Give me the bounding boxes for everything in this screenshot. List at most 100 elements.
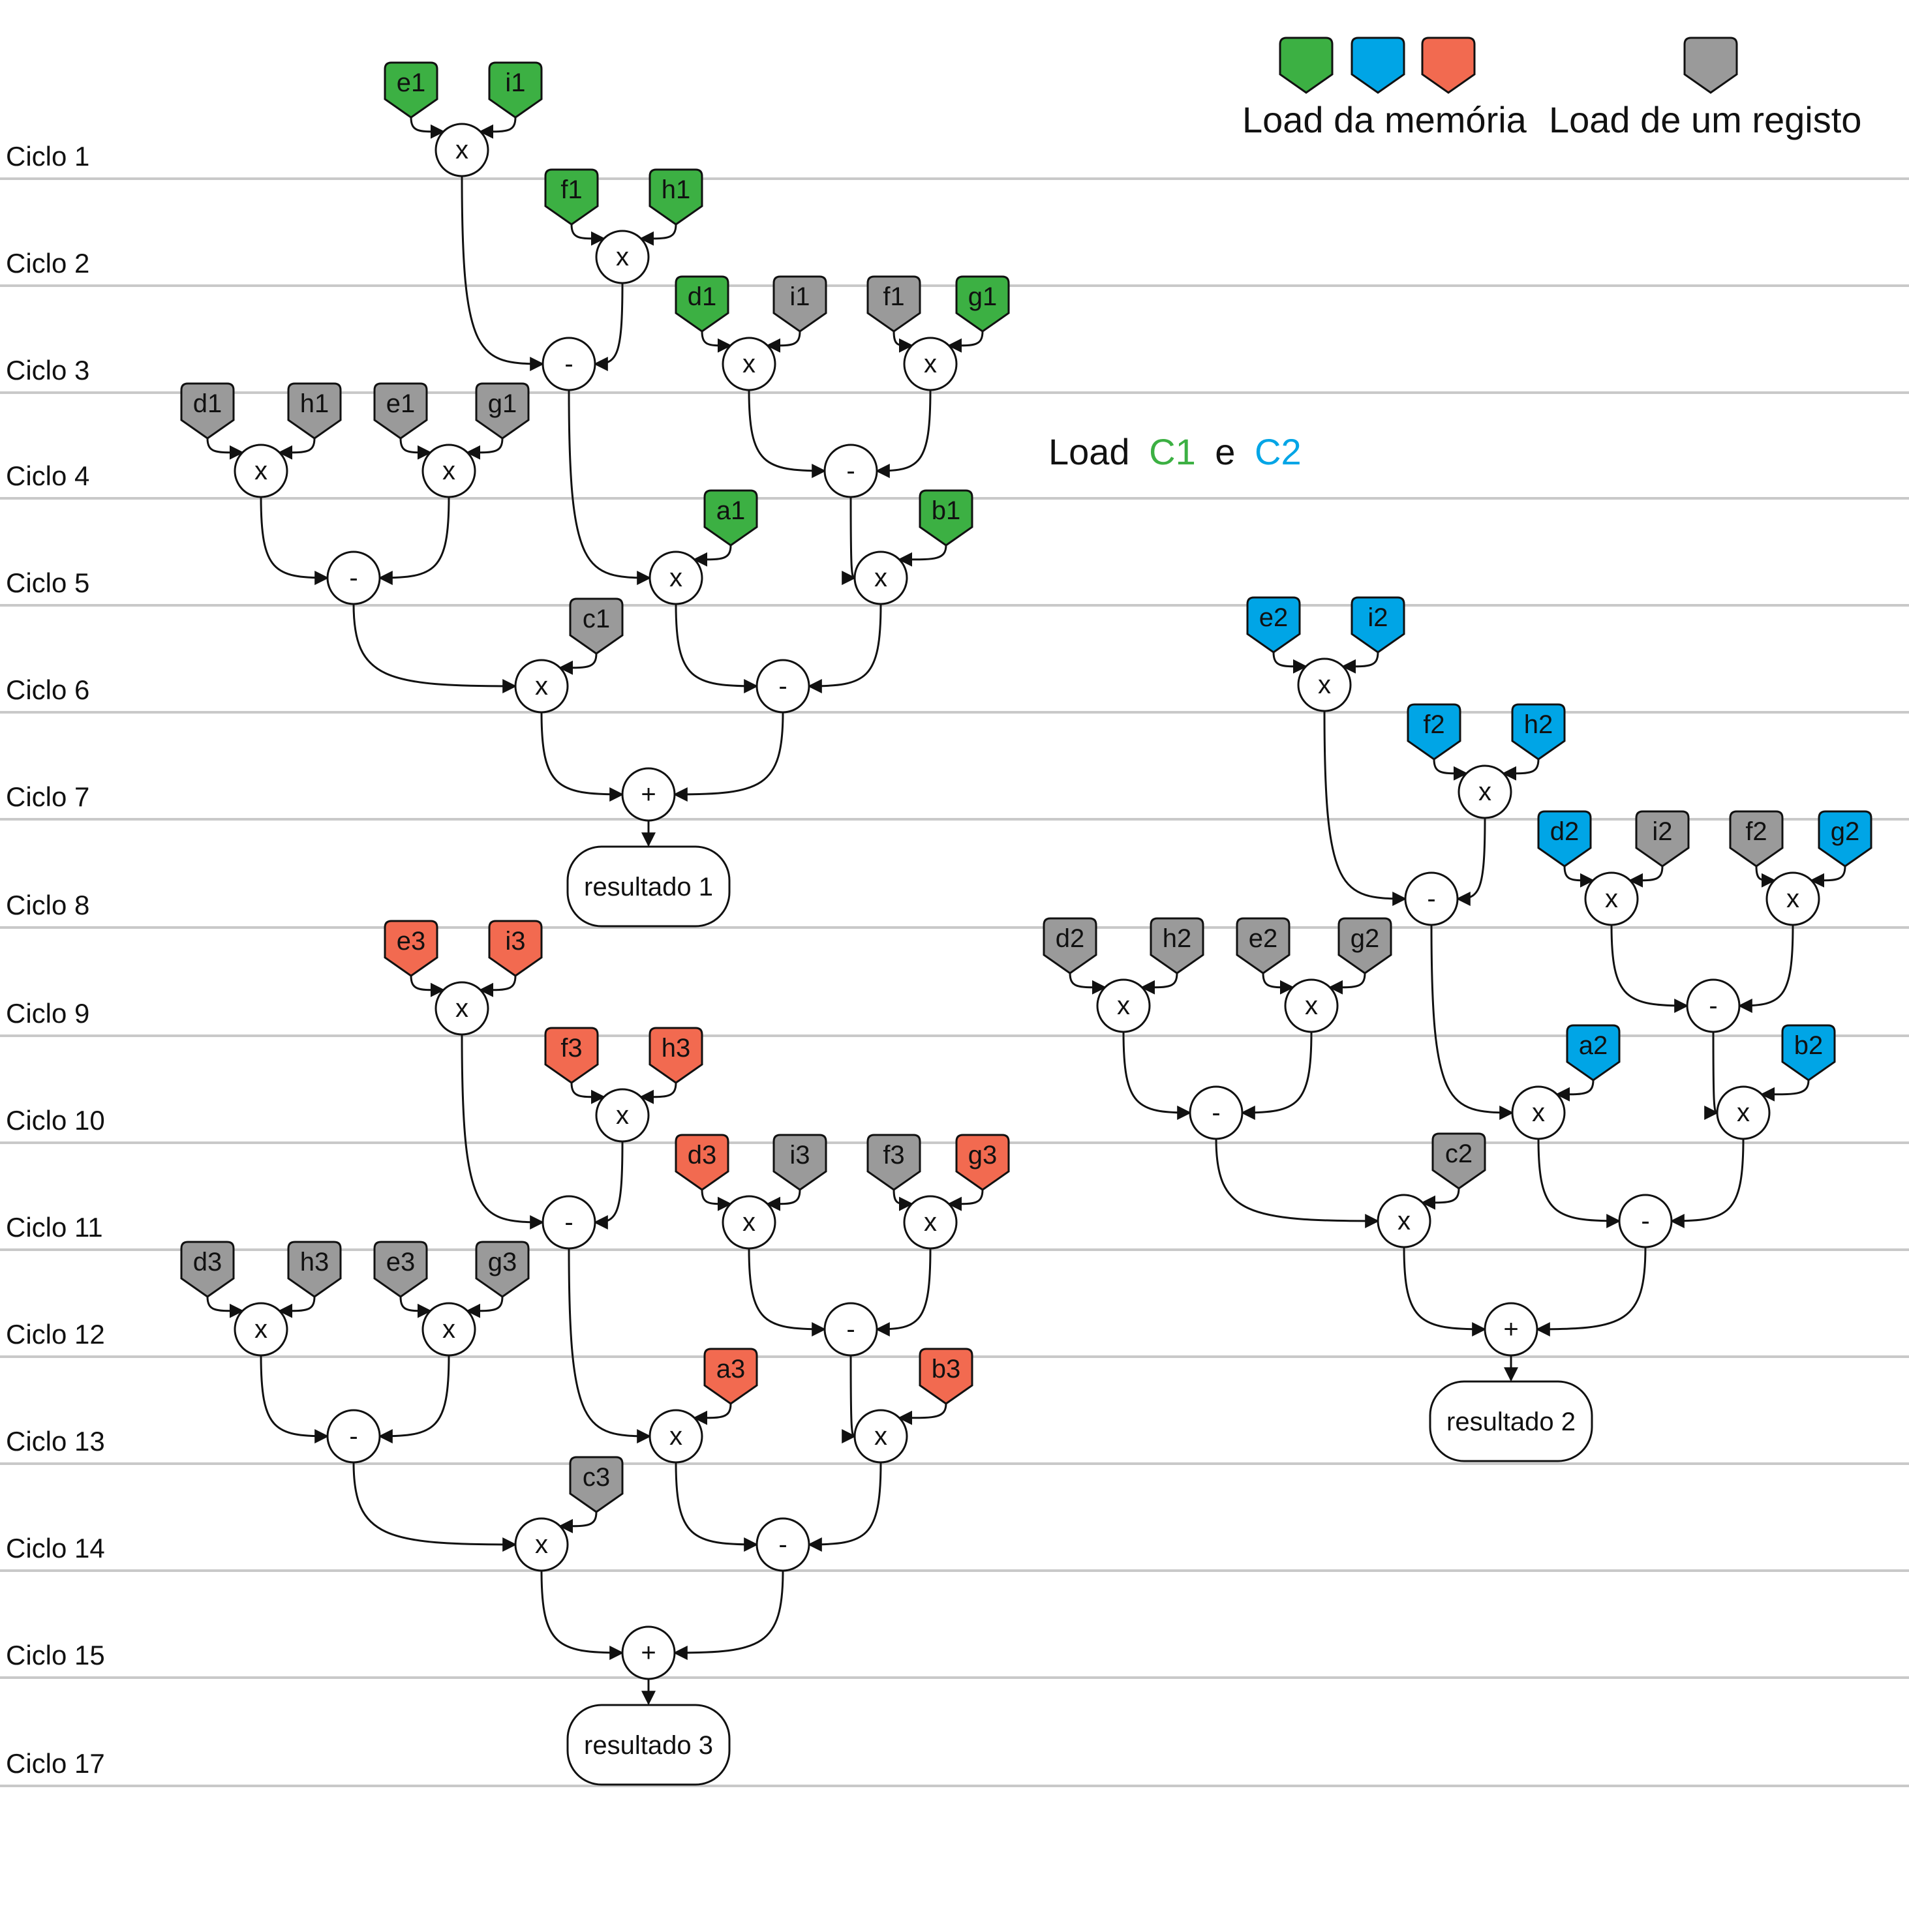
memory-load-tag [488,920,543,977]
memory-load-tag [544,168,599,226]
memory-load-tag [675,275,729,333]
load-edge [1760,1079,1810,1102]
legend-swatch [1351,37,1405,94]
data-edge [1537,1138,1621,1228]
data-edge [748,389,827,478]
load-tag-label: i3 [505,927,525,956]
operator-label: - [1709,991,1717,1020]
subtract-node [326,1409,381,1464]
load-edge [701,1189,732,1211]
operator-label: x [669,564,682,592]
load-tag-label: f2 [1423,710,1444,739]
annotation-c2: C2 [1255,431,1302,472]
register-load-tag [1729,810,1784,868]
edges [206,975,984,1706]
operator-label: x [742,1208,756,1237]
load-tag-label: d1 [193,389,222,418]
operator-label: - [778,1530,787,1559]
operator-label: x [1532,1098,1545,1127]
multiply-node [514,1517,569,1572]
load-edge [1140,973,1178,995]
result-label: resultado 1 [584,873,713,901]
result-label: resultado 2 [1446,1408,1576,1436]
data-edge [675,1462,759,1552]
register-load-tag [1150,917,1204,974]
data-edge [675,603,759,693]
operator-label: x [1786,884,1799,913]
nodes: e1 i1 f1 h1 d1 i1 f1 g1 d1 h1 e1 g1 a1 b1 c1 x x - x x x x - - x… [180,61,1010,928]
load-tag-label: h1 [300,389,329,418]
operator-label: x [455,136,468,164]
load-tag-label: h1 [662,175,691,204]
load-tag-label: g3 [968,1141,998,1170]
load-edge [399,1296,432,1318]
memory-load-tag [384,61,438,119]
data-edge [260,1355,329,1443]
memory-load-tag [1351,596,1405,654]
multiply-node [1511,1085,1566,1140]
cycle-label: Ciclo 8 [6,890,89,920]
cycle-rules [0,177,1909,1787]
load-tag-label: d2 [1056,924,1085,953]
memory-load-tag [1246,596,1301,654]
load-edge [399,438,432,460]
cycle-label: Ciclo 12 [6,1319,105,1350]
register-load-tag [772,275,827,333]
load-edge [479,975,517,997]
memory-load-tag [703,1348,758,1405]
memory-load-tag [1407,703,1461,761]
cycle-label: Ciclo 5 [6,567,89,598]
load-edge [466,438,504,460]
cycle-label: Ciclo 17 [6,1748,105,1779]
data-edge [1323,710,1407,906]
operator-label: - [564,350,573,378]
multiply-node [722,1195,776,1250]
operator-label: - [349,1422,358,1451]
operator-label: x [1737,1098,1750,1127]
load-edge [693,545,732,567]
operator-label: - [1641,1207,1649,1235]
register-load-tag [373,1241,428,1298]
data-edge [378,1355,450,1443]
load-edge [1433,759,1468,781]
memory-load-tag [1537,810,1592,868]
result-box [566,845,731,928]
operator-label: + [1503,1315,1518,1344]
subtract-node [1404,871,1459,926]
register-load-tag [772,1134,827,1191]
load-edge [1502,759,1540,781]
data-edge [1610,924,1689,1013]
add-node [621,767,676,822]
load-tag-label: a2 [1579,1031,1608,1060]
load-tag-label: d1 [688,282,717,311]
operator-label: x [1397,1207,1411,1235]
load-edge [466,1296,504,1318]
load-edge [479,117,517,139]
cycle-label: Ciclo 9 [6,998,89,1029]
register-load-tag [1236,917,1290,974]
multiply-node [1284,978,1339,1033]
data-edge [1430,924,1514,1120]
data-edge [1122,1031,1192,1120]
load-edge [898,1403,947,1425]
load-edge [693,1403,732,1425]
multiply-node [1297,657,1352,712]
load-edge [1262,973,1294,995]
register-load-tag [569,1456,624,1513]
operator-label: x [535,672,548,701]
legend-swatch [1421,37,1476,94]
load-tag-label: g2 [1351,924,1380,953]
data-edge [568,389,652,585]
memory-load-tag [703,489,758,547]
load-edge [206,438,244,460]
operator-label: - [846,457,855,485]
load-tag-label: i3 [789,1141,810,1170]
multiply-node [435,123,489,177]
register-load-tag [1337,917,1392,974]
load-edge [639,1082,677,1104]
load-tag-label: i2 [1652,817,1672,846]
operator-label: - [349,564,358,592]
data-edge [540,1570,624,1660]
register-load-tag [866,1134,921,1191]
